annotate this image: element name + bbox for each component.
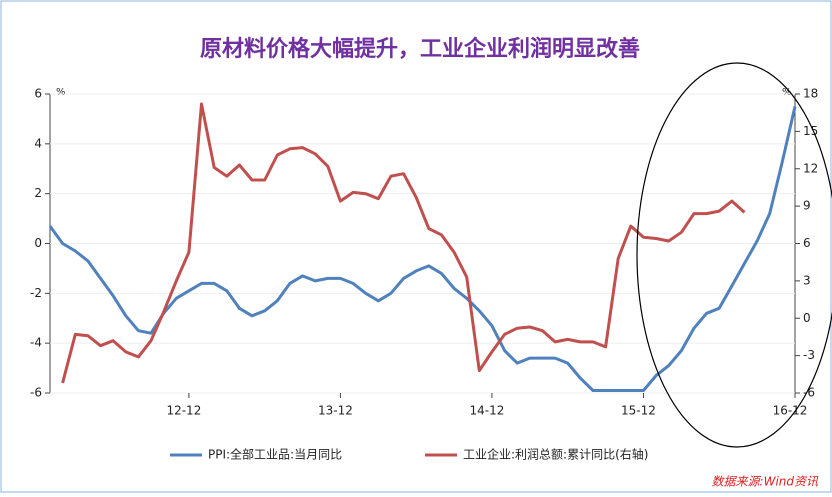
y-unit: % (56, 87, 66, 98)
y-tick-label: -4 (30, 336, 42, 350)
x-tick-label: 14-12 (470, 404, 505, 418)
highlight-ellipse (636, 62, 832, 448)
y2-tick-label: 12 (803, 161, 818, 175)
y2-tick-label: 3 (803, 273, 811, 287)
x-tick-label: 16-12 (773, 404, 808, 418)
y-tick-label: -2 (30, 286, 42, 300)
y2-tick-label: 6 (803, 236, 811, 250)
legend-label: 工业企业:利润总额:累计同比(右轴) (463, 447, 648, 462)
source: 数据来源:Wind资讯 (712, 475, 819, 489)
y-tick-label: 0 (34, 236, 42, 250)
y2-tick-label: 18 (803, 87, 818, 101)
y2-tick-label: -6 (803, 386, 815, 400)
x-tick-label: 12-12 (166, 404, 201, 418)
y2-unit: % (782, 87, 792, 98)
y2-tick-label: 9 (803, 199, 811, 213)
y-tick-label: -6 (30, 386, 42, 400)
y-tick-label: 4 (34, 136, 42, 150)
x-tick-label: 13-12 (318, 404, 353, 418)
y2-tick-label: 0 (803, 311, 811, 325)
y-tick-label: 6 (34, 87, 42, 101)
y-tick-label: 2 (34, 186, 42, 200)
series-line (48, 106, 797, 392)
x-tick-label: 15-12 (621, 404, 656, 418)
chart-title: 原材料价格大幅提升，工业企业利润明显改善 (200, 36, 640, 62)
legend-label: PPI:全部工业品:当月同比 (208, 447, 342, 462)
series-line (61, 102, 746, 384)
y2-tick-label: -3 (803, 348, 815, 362)
